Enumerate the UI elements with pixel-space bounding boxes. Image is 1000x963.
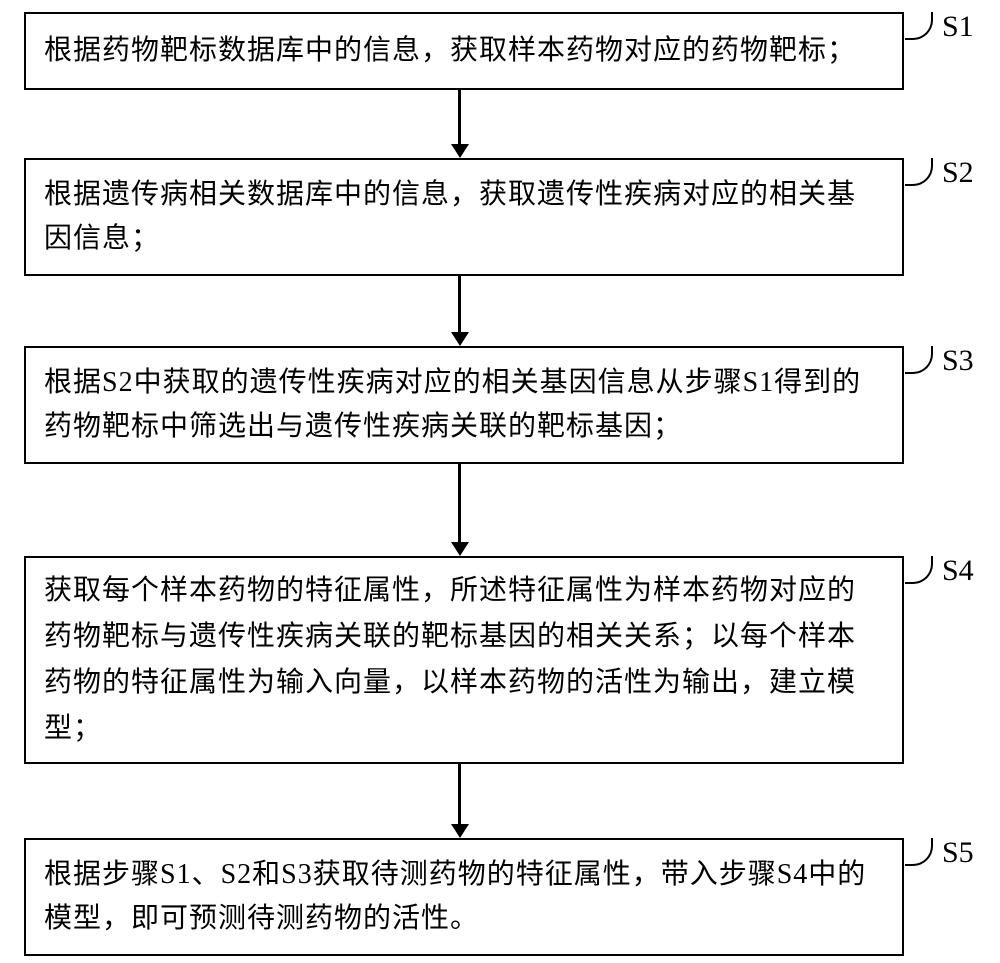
flow-node-text-s5: 根据步骤S1、S2和S3获取待测药物的特征属性，带入步骤S4中的模型，即可预测待… [44,853,884,941]
flow-node-s5: 根据步骤S1、S2和S3获取待测药物的特征属性，带入步骤S4中的模型，即可预测待… [24,838,904,956]
connector-curve-s5 [905,838,933,866]
connector-curve-s4 [905,556,933,584]
flow-node-s1: 根据药物靶标数据库中的信息，获取样本药物对应的药物靶标； [24,12,904,90]
flow-node-text-s4: 获取每个样本药物的特征属性，所述特征属性为样本药物对应的药物靶标与遗传性疾病关联… [44,568,884,752]
flow-label-s5: S5 [942,836,974,870]
flow-node-text-s2: 根据遗传病相关数据库中的信息，获取遗传性疾病对应的相关基因信息； [44,173,884,261]
arrow-head-icon-0 [451,144,469,158]
flow-node-text-s1: 根据药物靶标数据库中的信息，获取样本药物对应的药物靶标； [44,31,856,71]
flow-label-s2: S2 [942,156,974,190]
arrow-line-2 [458,464,461,542]
flowchart-canvas: 根据药物靶标数据库中的信息，获取样本药物对应的药物靶标； S1 根据遗传病相关数据库… [0,0,1000,963]
connector-curve-s3 [905,346,933,374]
flow-label-s3: S3 [942,344,974,378]
connector-curve-s2 [905,158,933,186]
arrow-head-icon-3 [451,824,469,838]
flow-label-s4: S4 [942,554,974,588]
connector-curve-s1 [905,12,933,40]
arrow-line-0 [458,90,461,144]
arrow-line-3 [458,764,461,824]
flow-node-s3: 根据S2中获取的遗传性疾病对应的相关基因信息从步骤S1得到的药物靶标中筛选出与遗… [24,346,904,464]
arrow-head-icon-2 [451,542,469,556]
flow-node-s2: 根据遗传病相关数据库中的信息，获取遗传性疾病对应的相关基因信息； [24,158,904,276]
flow-label-s1: S1 [942,10,974,44]
arrow-line-1 [458,276,461,332]
flow-node-text-s3: 根据S2中获取的遗传性疾病对应的相关基因信息从步骤S1得到的药物靶标中筛选出与遗… [44,361,884,449]
arrow-head-icon-1 [451,332,469,346]
flow-node-s4: 获取每个样本药物的特征属性，所述特征属性为样本药物对应的药物靶标与遗传性疾病关联… [24,556,904,764]
